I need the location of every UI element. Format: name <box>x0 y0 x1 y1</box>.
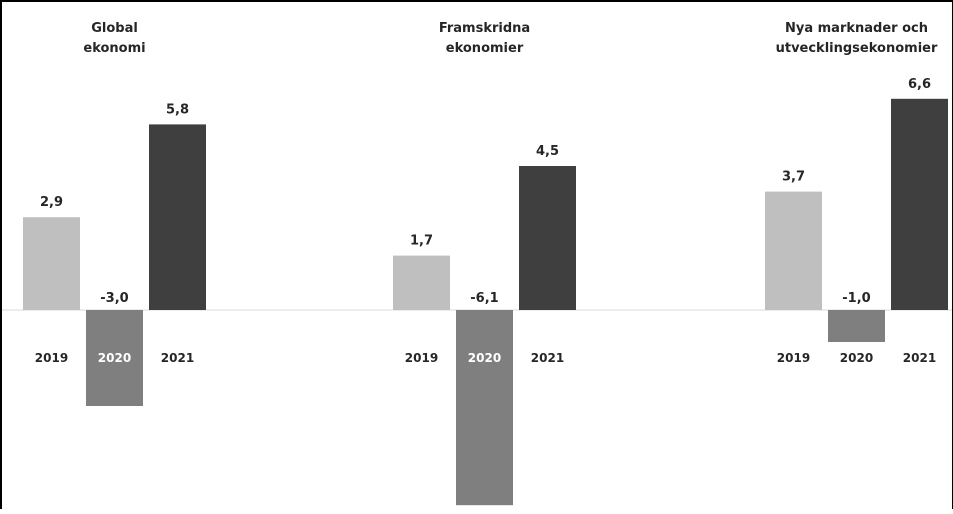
bar-2021 <box>519 166 576 310</box>
data-label: 6,6 <box>908 77 931 92</box>
bar-2020 <box>828 310 885 342</box>
group-title-line: Nya marknader och <box>785 21 928 36</box>
bar-2019 <box>765 191 822 310</box>
tick-label-2019: 2019 <box>405 351 438 365</box>
data-label: -1,0 <box>842 291 870 306</box>
bar-2019 <box>23 217 80 310</box>
group-title-line: ekonomi <box>83 41 145 56</box>
data-label: 5,8 <box>166 102 189 117</box>
tick-label-2020: 2020 <box>840 351 873 365</box>
tick-label-2019: 2019 <box>777 351 810 365</box>
data-label: -6,1 <box>470 291 498 306</box>
tick-label-2021: 2021 <box>903 351 936 365</box>
tick-label-2020: 2020 <box>468 351 501 365</box>
tick-label-2019: 2019 <box>35 351 68 365</box>
data-label: -3,0 <box>100 291 128 306</box>
group-title-line: ekonomier <box>446 41 524 56</box>
tick-label-2020: 2020 <box>98 351 131 365</box>
group-title-line: utvecklingsekonomier <box>776 41 938 56</box>
data-label: 1,7 <box>410 234 433 249</box>
data-label: 4,5 <box>536 144 559 159</box>
group-title-line: Global <box>91 21 138 36</box>
bar-2021 <box>149 124 206 311</box>
bar-group-3: Nya marknader och utvecklingsekonomier 3,7… <box>765 21 948 365</box>
data-label: 2,9 <box>40 195 63 210</box>
bar-2019 <box>393 255 450 310</box>
bar-group-2: Framskridna ekonomier 1,7 2019 -6,1 2020 4,5 20… <box>393 21 576 506</box>
tick-label-2021: 2021 <box>531 351 564 365</box>
tick-label-2021: 2021 <box>161 351 194 365</box>
bar-2020 <box>86 310 143 406</box>
group-title-line: Framskridna <box>439 21 530 36</box>
bar-2020 <box>456 310 513 506</box>
bar-group-1: Global ekonomi 2,9 2019 -3,0 2020 5,8 2021 <box>23 21 206 406</box>
bar-2021 <box>891 98 948 310</box>
data-label: 3,7 <box>782 170 805 185</box>
